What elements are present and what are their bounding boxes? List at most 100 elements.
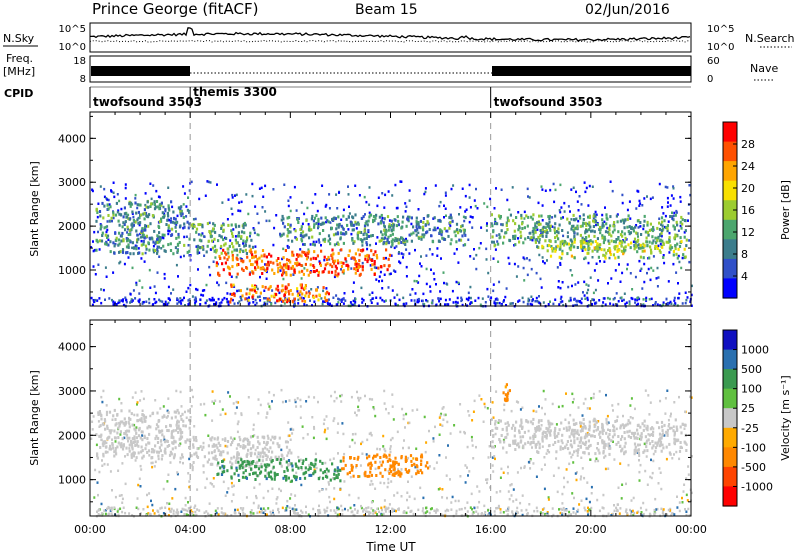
ground-cell <box>94 298 97 302</box>
scatter-cell <box>643 442 646 446</box>
scatter-cell <box>586 296 589 300</box>
scatter-cell <box>560 295 563 299</box>
data-cell <box>135 229 138 233</box>
data-cell <box>156 450 159 454</box>
data-cell <box>624 236 627 240</box>
ground-cell <box>630 296 633 300</box>
scatter-cell <box>420 265 423 268</box>
scatter-cell <box>387 286 390 289</box>
scatter-cell <box>325 415 328 418</box>
scatter-cell <box>670 426 673 430</box>
data-cell <box>136 218 139 222</box>
scatter-cell <box>343 452 346 456</box>
scatter-cell <box>391 405 394 408</box>
data-cell <box>248 244 251 248</box>
data-cell <box>213 444 216 448</box>
scatter-cell <box>597 420 600 423</box>
scatter-cell <box>677 282 679 285</box>
ground-cell <box>625 508 628 511</box>
data-cell <box>177 232 180 236</box>
scatter-cell <box>575 449 578 452</box>
scatter-cell <box>235 406 238 409</box>
freq-label-line1: Freq. <box>6 52 33 65</box>
data-cell <box>321 222 324 226</box>
data-cell <box>651 229 655 233</box>
data-cell <box>169 242 172 246</box>
data-cell <box>685 238 688 242</box>
data-cell <box>158 231 161 235</box>
data-cell <box>357 237 360 241</box>
scatter-cell <box>443 204 445 207</box>
ground-cell <box>96 299 99 302</box>
ground-cell <box>300 509 303 513</box>
data-cell <box>304 284 307 287</box>
data-cell <box>99 424 102 428</box>
ground-cell <box>435 509 438 513</box>
data-cell <box>143 236 146 240</box>
data-cell <box>172 252 175 256</box>
data-cell <box>142 454 145 458</box>
scatter-cell <box>213 402 215 405</box>
scatter-cell <box>471 439 474 442</box>
scatter-cell <box>576 200 579 203</box>
scatter-cell <box>540 424 543 427</box>
data-cell <box>251 256 254 260</box>
data-cell <box>137 444 140 448</box>
scatter-cell <box>440 412 443 416</box>
scatter-cell <box>639 202 642 205</box>
scatter-cell <box>559 263 562 266</box>
data-cell <box>684 229 687 233</box>
scatter-cell <box>183 235 186 239</box>
scatter-cell <box>387 469 390 473</box>
data-cell <box>242 471 245 475</box>
scatter-cell <box>576 510 579 513</box>
scatter-cell <box>361 452 364 455</box>
scatter-cell <box>256 287 259 291</box>
scatter-cell <box>337 452 339 455</box>
scatter-cell <box>176 214 179 218</box>
data-cell <box>570 254 573 258</box>
ground-cell <box>141 302 144 305</box>
scatter-cell <box>679 200 682 203</box>
data-cell <box>545 235 548 238</box>
y-tick-label: 1000 <box>58 264 86 277</box>
data-cell <box>165 425 168 429</box>
data-cell <box>249 447 253 451</box>
data-cell <box>613 240 616 244</box>
data-cell <box>103 418 106 422</box>
data-cell <box>537 221 541 225</box>
scatter-cell <box>681 256 684 260</box>
data-cell <box>331 265 334 269</box>
scatter-cell <box>266 302 269 306</box>
ground-cell <box>542 301 545 304</box>
scatter-cell <box>166 502 168 505</box>
data-cell <box>245 463 248 467</box>
ground-cell <box>447 303 450 306</box>
ground-cell <box>602 507 605 510</box>
scatter-cell <box>407 480 409 483</box>
data-cell <box>643 249 646 253</box>
data-cell <box>312 296 315 299</box>
data-cell <box>256 455 259 459</box>
data-cell <box>645 236 648 240</box>
data-cell <box>315 294 318 298</box>
scatter-cell <box>239 456 242 460</box>
scatter-cell <box>485 247 488 251</box>
data-cell <box>579 224 582 228</box>
data-cell <box>266 440 269 444</box>
scatter-cell <box>128 447 131 450</box>
data-cell <box>241 249 245 253</box>
ground-cell <box>384 510 387 513</box>
scatter-cell <box>165 416 168 419</box>
scatter-cell <box>552 182 555 186</box>
scatter-cell <box>219 413 222 416</box>
scatter-cell <box>111 418 114 421</box>
scatter-cell <box>258 295 261 298</box>
data-cell <box>675 252 678 256</box>
scatter-cell <box>685 493 688 497</box>
scatter-cell <box>586 407 589 410</box>
data-cell <box>573 234 576 238</box>
data-cell <box>305 457 308 461</box>
data-cell <box>668 239 671 243</box>
